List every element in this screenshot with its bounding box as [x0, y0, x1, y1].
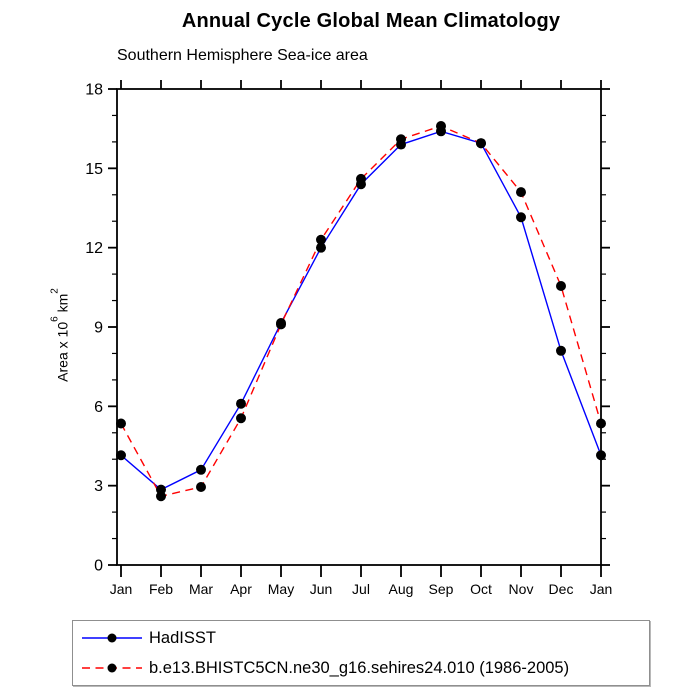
- y-tick-label: 6: [94, 399, 103, 416]
- x-tick-label: Aug: [389, 581, 414, 597]
- chart-subtitle: Southern Hemisphere Sea-ice area: [117, 47, 368, 64]
- data-point-0: [116, 450, 126, 461]
- data-point-1: [396, 134, 406, 145]
- data-point-1: [436, 121, 446, 132]
- x-tick-label: Feb: [149, 581, 173, 597]
- legend-box: HadISST b.e13.BHISTC5CN.ne30_g16.sehires…: [72, 620, 650, 686]
- legend-marker-icon: [107, 663, 117, 673]
- y-tick-label: 15: [85, 161, 103, 178]
- data-point-1: [276, 319, 286, 330]
- legend-row-model: b.e13.BHISTC5CN.ne30_g16.sehires24.010 (…: [79, 653, 649, 683]
- x-tick-label: Jun: [310, 581, 333, 597]
- data-point-1: [116, 418, 126, 429]
- x-tick-label: Mar: [189, 581, 213, 597]
- y-tick-label: 12: [85, 240, 103, 257]
- legend-label-hadisst: HadISST: [149, 628, 216, 647]
- chart-title: Annual Cycle Global Mean Climatology: [181, 10, 561, 32]
- x-tick-label: May: [268, 581, 294, 597]
- y-tick-label: 18: [85, 82, 103, 99]
- data-point-1: [516, 187, 526, 198]
- data-point-1: [596, 418, 606, 429]
- data-point-0: [596, 450, 606, 461]
- data-point-1: [556, 281, 566, 292]
- data-point-1: [236, 413, 246, 424]
- data-point-0: [516, 212, 526, 223]
- x-tick-label: Nov: [509, 581, 534, 597]
- y-tick-label: 9: [94, 320, 103, 337]
- x-tick-label: Jan: [590, 581, 613, 597]
- x-tick-label: Jan: [110, 581, 133, 597]
- data-point-1: [476, 138, 486, 149]
- y-tick-label: 3: [94, 478, 103, 495]
- data-point-0: [316, 242, 326, 253]
- y-tick-label: 0: [94, 558, 103, 575]
- data-point-0: [236, 398, 246, 409]
- data-point-1: [196, 481, 206, 492]
- data-point-0: [196, 464, 206, 475]
- legend-marker-icon: [107, 633, 117, 643]
- legend-sample-0: [82, 633, 142, 643]
- data-point-1: [316, 234, 326, 245]
- legend-label-model: b.e13.BHISTC5CN.ne30_g16.sehires24.010 (…: [149, 658, 570, 677]
- legend-row-hadisst: HadISST: [79, 623, 649, 653]
- data-point-1: [356, 173, 366, 184]
- legend-sample-1: [82, 663, 142, 673]
- x-tick-label: Apr: [230, 581, 252, 597]
- plot-frame: [116, 88, 602, 566]
- data-point-1: [156, 491, 166, 502]
- x-tick-label: Dec: [549, 581, 574, 597]
- x-tick-label: Jul: [352, 581, 370, 597]
- data-point-0: [556, 345, 566, 356]
- x-tick-label: Sep: [429, 581, 454, 597]
- x-tick-label: Oct: [470, 581, 492, 597]
